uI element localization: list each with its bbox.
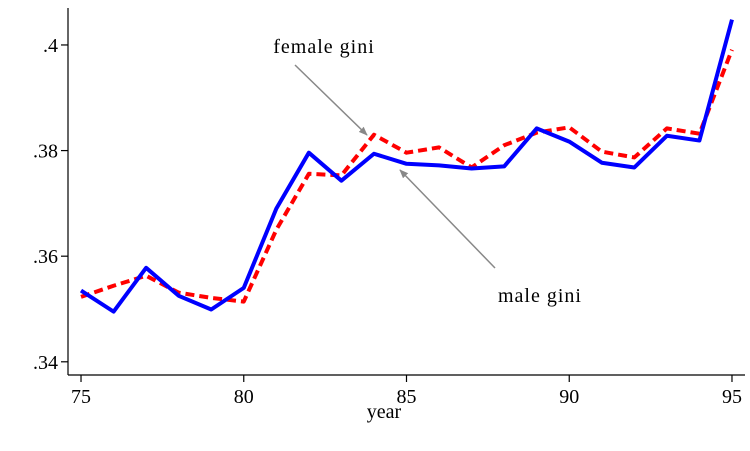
y-tick-label: .4 xyxy=(43,35,58,57)
x-tick-label: 75 xyxy=(71,386,91,408)
y-tick-label: .36 xyxy=(33,246,58,268)
x-tick-label: 80 xyxy=(234,386,254,408)
x-tick-label: 85 xyxy=(397,386,417,408)
x-tick-label: 95 xyxy=(722,386,742,408)
x-tick-label: 90 xyxy=(559,386,579,408)
series-line xyxy=(79,19,734,314)
series-line xyxy=(80,48,734,304)
y-tick-label: .34 xyxy=(33,352,58,374)
y-tick-label: .38 xyxy=(33,141,58,163)
annotation: female gini xyxy=(273,36,375,58)
x-axis-label: year xyxy=(367,401,402,423)
annotation-arrow xyxy=(294,64,368,136)
annotation-arrow xyxy=(399,169,496,269)
annotation: male gini xyxy=(498,285,582,307)
